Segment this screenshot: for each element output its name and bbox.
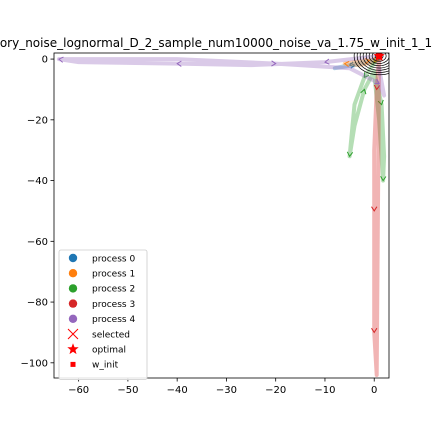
legend-label-7: w_init [92, 361, 119, 371]
legend-marker-4 [68, 314, 78, 323]
contour-ring-6 [356, 53, 389, 73]
series-arrow-4-7 [271, 60, 277, 67]
legend-label-5: selected [92, 330, 130, 340]
legend-box [58, 249, 148, 381]
legend-marker-7 [70, 361, 76, 367]
x-tick-label-3: −30 [216, 385, 237, 396]
x-tick-label-1: −50 [117, 385, 138, 396]
legend-marker-3 [68, 299, 78, 308]
legend-marker-5 [67, 328, 79, 340]
legend-label-1: process 1 [92, 270, 135, 280]
x-tick-label-4: −20 [265, 385, 286, 396]
legend-marker-1 [68, 269, 78, 278]
contour-ring-2 [368, 53, 389, 64]
legend: process 0 process 1 process 2 process 3 proc… [58, 249, 148, 381]
series-arrow-2-5 [360, 88, 367, 95]
y-tick-label-1: −20 [27, 115, 48, 126]
series-arrow-4-5 [57, 56, 64, 63]
series-line-2 [347, 54, 387, 183]
chart-title: ory_noise_lognormal_D_2_sample_num10000_… [0, 36, 432, 50]
series-arrow-4-1 [324, 58, 330, 65]
series-arrow-2-9 [380, 175, 387, 182]
series-arrow-3-3 [371, 206, 378, 212]
legend-label-2: process 2 [92, 285, 135, 295]
series-line-3 [372, 54, 382, 377]
legend-marker-0 [68, 253, 78, 263]
legend-label-0: process 0 [92, 254, 135, 264]
axes-frame [53, 52, 390, 379]
contour-ring-1 [371, 53, 387, 62]
series-line-4 [56, 54, 387, 98]
axis-ticks: −60 −50 −40 −30 −20 −10 00−20−40−60−80−100 [21, 55, 378, 396]
w-init-marker [376, 53, 383, 60]
series-arrow-4-9 [374, 78, 380, 85]
series-arrow-4-3 [176, 60, 182, 67]
series-arrow-2-1 [363, 72, 370, 79]
x-tick-label-5: −10 [314, 385, 335, 396]
series-line-1 [342, 54, 382, 68]
x-tick-label-2: −40 [167, 385, 188, 396]
contour-ring-7 [353, 53, 389, 76]
contour-ring-5 [359, 53, 389, 71]
y-tick-label-3: −60 [27, 237, 48, 248]
y-tick-label-2: −40 [27, 176, 48, 187]
x-tick-label-0: −60 [68, 385, 89, 396]
series-arrow-2-3 [346, 151, 354, 158]
series-arrow-3-1 [373, 84, 381, 91]
contour-ring-3 [365, 53, 389, 67]
legend-label-6: optimal [92, 346, 126, 356]
series-arrow-1-5 [364, 57, 371, 65]
x-tick-label-6: 0 [371, 385, 377, 396]
y-tick-label-4: −80 [27, 298, 48, 309]
series-arrow-1-3 [343, 60, 350, 68]
series-arrow-2-7 [377, 99, 384, 106]
y-tick-label-0: 0 [42, 55, 48, 66]
legend-marker-6 [67, 343, 79, 355]
legend-marker-2 [68, 284, 78, 293]
series-arrow-0-5 [349, 62, 356, 69]
y-tick-label-5: −100 [21, 358, 48, 369]
series-arrow-3-5 [371, 327, 378, 334]
plot-area [56, 53, 389, 377]
contour-ring-4 [362, 53, 389, 69]
legend-label-4: process 4 [92, 315, 135, 325]
legend-label-3: process 3 [92, 300, 135, 310]
